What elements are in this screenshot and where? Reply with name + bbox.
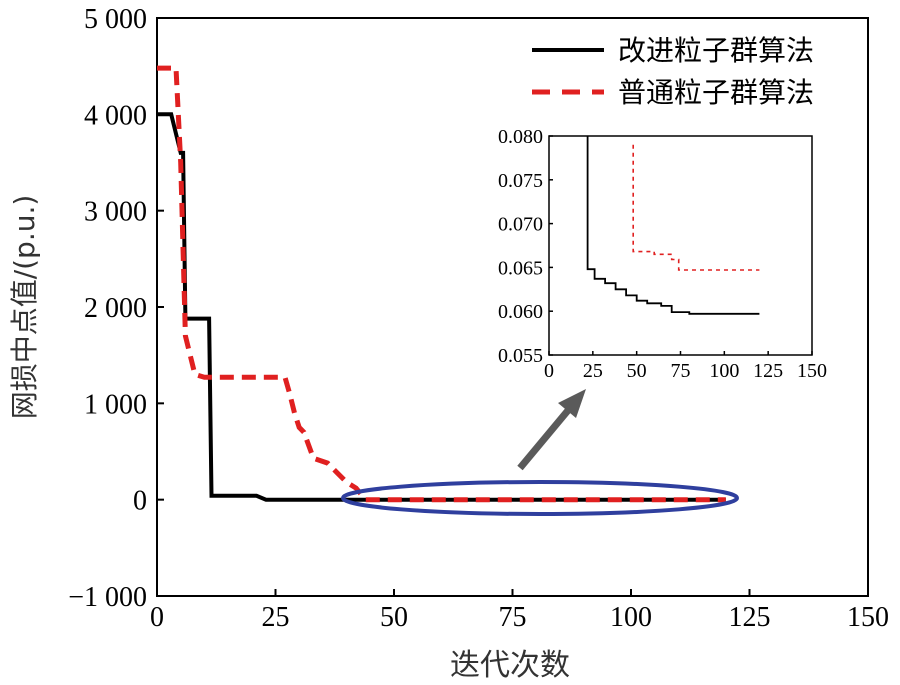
x-tick-label: 0 xyxy=(150,602,164,633)
inset-x-tick-label: 50 xyxy=(627,360,647,382)
inset-chart: 0 25 50 75 100 125 150 0.055 0.060 0.065 0.070 0.07… xyxy=(498,126,827,382)
x-tick-label: 125 xyxy=(729,602,771,633)
inset-series-line-improved xyxy=(586,136,760,315)
y-tick-label: 4 000 xyxy=(84,100,147,131)
y-tick-label: 1 000 xyxy=(84,389,147,420)
inset-y-tick-label: 0.080 xyxy=(498,126,543,148)
inset-y-tick-label: 0.065 xyxy=(498,257,543,279)
y-tick-label: −1 000 xyxy=(68,582,147,613)
inset-x-tick-label: 25 xyxy=(583,360,603,382)
inset-x-tick-label: 0 xyxy=(544,360,554,382)
x-tick-label: 25 xyxy=(262,602,290,633)
y-axis: −1 000 0 1 000 2 000 3 000 4 000 5 000 xyxy=(68,4,164,613)
legend-label-improved: 改进粒子群算法 xyxy=(618,34,814,67)
inset-x-tick-label: 75 xyxy=(671,360,691,382)
y-tick-label: 3 000 xyxy=(84,197,147,228)
zoom-arrow xyxy=(517,389,586,471)
y-tick-label: 5 000 xyxy=(84,4,147,35)
y-tick-label: 0 xyxy=(133,486,147,517)
x-tick-label: 100 xyxy=(610,602,652,633)
inset-x-tick-label: 150 xyxy=(797,360,827,382)
inset-frame xyxy=(548,135,813,356)
x-tick-label: 75 xyxy=(499,602,527,633)
y-axis-title: 网损中点值/(p.u.) xyxy=(8,195,41,420)
inset-x-tick-label: 125 xyxy=(753,360,783,382)
legend-label-standard: 普通粒子群算法 xyxy=(618,76,814,109)
y-tick-label: 2 000 xyxy=(84,293,147,324)
inset-y-tick-label: 0.070 xyxy=(498,214,543,236)
x-axis-title: 迭代次数 xyxy=(450,648,570,683)
main-series-group xyxy=(157,65,726,503)
x-axis: 0 25 50 75 100 125 150 xyxy=(150,589,889,633)
inset-y-tick-label: 0.055 xyxy=(498,345,543,367)
legend: 改进粒子群算法 普通粒子群算法 xyxy=(532,34,814,109)
series-line-improved xyxy=(157,112,726,502)
x-tick-label: 50 xyxy=(380,602,408,633)
inset-x-tick-label: 100 xyxy=(709,360,739,382)
inset-y-tick-label: 0.075 xyxy=(498,170,543,192)
inset-series-line-standard xyxy=(632,144,760,271)
zoom-ellipse xyxy=(341,480,739,516)
x-tick-label: 150 xyxy=(847,602,889,633)
inset-y-tick-label: 0.060 xyxy=(498,301,543,323)
